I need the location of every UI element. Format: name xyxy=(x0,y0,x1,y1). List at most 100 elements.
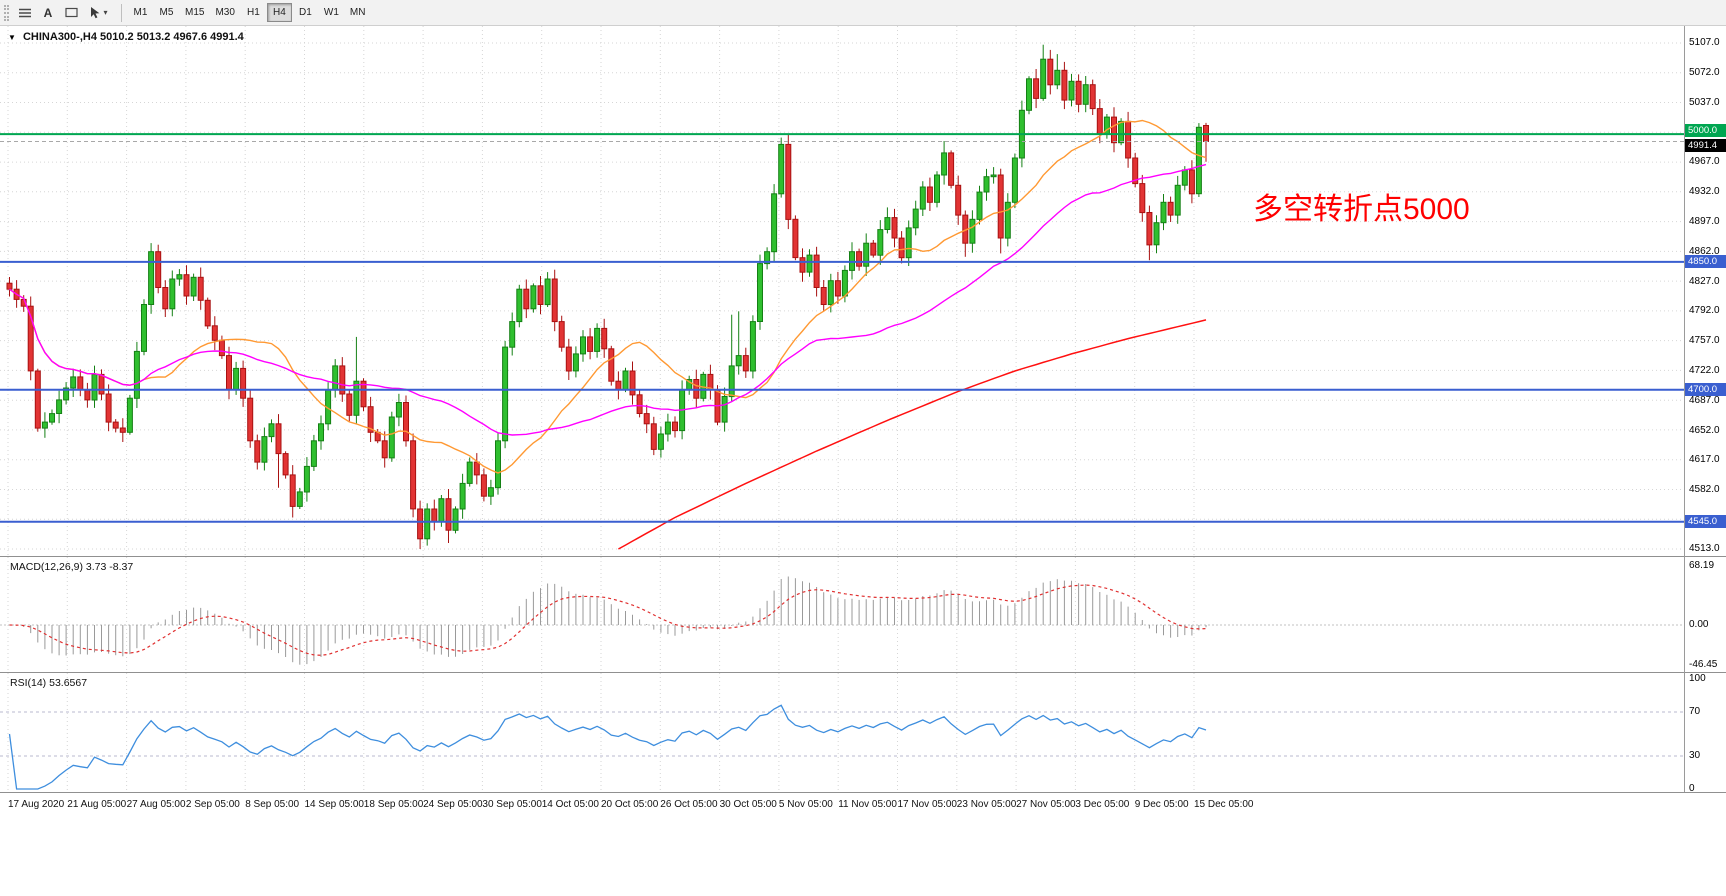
price-axis-label: 4513.0 xyxy=(1689,543,1720,554)
macd-panel[interactable] xyxy=(0,557,1684,672)
cursor-tool[interactable]: ▾ xyxy=(83,3,115,23)
cursor-icon xyxy=(91,7,100,19)
pane-separator-timeaxis xyxy=(0,792,1726,793)
time-axis-label: 17 Nov 05:00 xyxy=(897,799,958,810)
macd-title: MACD(12,26,9) 3.73 -8.37 xyxy=(10,561,133,573)
time-axis-label: 14 Sep 05:00 xyxy=(304,799,365,810)
timeframe-button-w1[interactable]: W1 xyxy=(319,3,344,22)
current-price-badge: 4991.4 xyxy=(1685,138,1726,152)
time-axis-label: 24 Sep 05:00 xyxy=(423,799,483,810)
price-axis-label: 4687.0 xyxy=(1689,394,1720,406)
price-badge-4545.0: 4545.0 xyxy=(1685,515,1726,529)
price-axis-label: 4827.0 xyxy=(1689,275,1720,287)
price-axis-label: 4652.0 xyxy=(1689,424,1720,436)
time-axis-label: 27 Nov 05:00 xyxy=(1016,799,1076,810)
ma-fast-line xyxy=(9,119,1207,474)
price-axis-label: 4932.0 xyxy=(1689,186,1720,198)
rsi-line xyxy=(8,704,1207,790)
collapse-triangle-icon[interactable]: ▼ xyxy=(8,33,16,42)
rsi-title: RSI(14) 53.6567 xyxy=(10,677,87,689)
price-axis-label: 4862.0 xyxy=(1689,245,1720,257)
rsi-panel[interactable] xyxy=(0,673,1684,792)
vertical-grid xyxy=(7,26,1195,556)
grid xyxy=(0,42,1684,550)
text-label-tool[interactable]: A xyxy=(37,3,59,23)
time-axis[interactable]: 17 Aug 2020 21 Aug 05:00 27 Aug 05:00 2 Sep… xyxy=(0,793,1684,823)
macd-values-label: 3.73 -8.37 xyxy=(85,561,134,573)
rectangle-icon xyxy=(64,7,78,18)
time-axis-label: 20 Oct 05:00 xyxy=(601,799,659,810)
timeframe-group: M1 M5 M15 M30 H1 H4 D1 W1 MN xyxy=(128,3,370,22)
timeframe-button-h4[interactable]: H4 xyxy=(266,3,292,22)
time-axis-label: 5 Nov 05:00 xyxy=(778,799,833,810)
rectangle-tool[interactable] xyxy=(60,3,82,23)
timeframe-button-h1[interactable]: H1 xyxy=(241,3,266,22)
rsi-name-label: RSI(14) xyxy=(10,677,47,689)
chart-title: ▼ CHINA300-,H4 5010.2 5013.2 4967.6 4991… xyxy=(8,31,244,43)
time-axis-label: 17 Aug 2020 xyxy=(8,799,65,810)
time-axis-label: 3 Dec 05:00 xyxy=(1075,799,1130,810)
time-axis-label: 23 Nov 05:00 xyxy=(956,799,1017,810)
rsi-axis-label: 100 xyxy=(1689,673,1706,684)
timeframe-button-m15[interactable]: M15 xyxy=(180,3,209,22)
price-axis-label: 4967.0 xyxy=(1689,156,1720,168)
macd-axis-label: 0.00 xyxy=(1689,619,1709,630)
horizontal-line-objects[interactable] xyxy=(0,133,1684,523)
price-axis-label: 4617.0 xyxy=(1689,454,1720,466)
candles xyxy=(6,44,1209,549)
toolbar-drag-handle[interactable] xyxy=(4,4,9,21)
price-axis-label: 5107.0 xyxy=(1689,37,1720,48)
price-axis-label: 5037.0 xyxy=(1689,96,1720,108)
time-axis-label: 18 Sep 05:00 xyxy=(363,799,424,810)
time-axis-label: 2 Sep 05:00 xyxy=(185,799,240,810)
time-axis-label: 30 Sep 05:00 xyxy=(482,799,542,810)
price-badge-4700.0: 4700.0 xyxy=(1685,383,1726,397)
price-axis-separator xyxy=(1684,26,1685,792)
toolbar-separator xyxy=(121,3,122,22)
macd-name-label: MACD(12,26,9) xyxy=(10,561,83,573)
candlestick-chart[interactable] xyxy=(0,26,1684,556)
price-axis-label: 4897.0 xyxy=(1689,215,1720,227)
rsi-values-label: 53.6567 xyxy=(49,677,88,689)
timeframe-button-mn[interactable]: MN xyxy=(345,3,371,22)
vertical-grid xyxy=(7,673,1195,792)
timeframe-button-m30[interactable]: M30 xyxy=(210,3,239,22)
macd-axis-label: 68.19 xyxy=(1689,559,1715,571)
list-icon xyxy=(19,8,31,17)
macd-histogram xyxy=(16,576,1207,665)
toolbar: A ▾ M1 M5 M15 M30 H1 H4 D1 W1 MN xyxy=(0,0,1726,26)
symbol-timeframe-label: CHINA300-,H4 xyxy=(22,31,97,43)
time-axis-label: 11 Nov 05:00 xyxy=(838,799,897,810)
price-axis-label: 5072.0 xyxy=(1689,66,1720,78)
price-badge-4850.0: 4850.0 xyxy=(1685,255,1726,269)
macd-signal-line xyxy=(9,584,1207,656)
dropdown-caret-icon: ▾ xyxy=(103,8,108,17)
pane-separator-rsi[interactable] xyxy=(0,672,1726,673)
pane-separator-macd[interactable] xyxy=(0,556,1726,557)
time-axis-label: 15 Dec 05:00 xyxy=(1194,799,1254,810)
rsi-axis-label: 0 xyxy=(1689,783,1695,794)
timeframe-button-m1[interactable]: M1 xyxy=(128,3,153,22)
time-axis-label: 30 Oct 05:00 xyxy=(719,799,777,810)
time-axis-label: 27 Aug 05:00 xyxy=(126,799,186,810)
time-axis-label: 21 Aug 05:00 xyxy=(67,799,127,810)
ohlc-values: 5010.2 5013.2 4967.6 4991.4 xyxy=(100,31,244,43)
macd-axis-label: -46.45 xyxy=(1689,659,1718,671)
chart-list-icon[interactable] xyxy=(14,3,36,23)
vertical-grid xyxy=(7,557,1195,672)
ma-slow-line xyxy=(618,319,1207,550)
ma-mid-line xyxy=(9,163,1207,436)
time-axis-label: 26 Oct 05:00 xyxy=(660,799,718,810)
timeframe-button-m5[interactable]: M5 xyxy=(154,3,179,22)
rsi-axis-label: 30 xyxy=(1689,750,1701,761)
rsi-axis-label: 70 xyxy=(1689,706,1701,717)
time-axis-label: 9 Dec 05:00 xyxy=(1134,799,1189,810)
price-axis-label: 4722.0 xyxy=(1689,365,1720,376)
price-axis[interactable]: 5107.0 5072.0 5037.0 4967.0 4932.0 4897.0 4862… xyxy=(1685,26,1726,794)
timeframe-button-d1[interactable]: D1 xyxy=(293,3,318,22)
price-axis-label: 4582.0 xyxy=(1689,484,1720,496)
price-axis-label: 4757.0 xyxy=(1689,335,1720,347)
time-axis-label: 8 Sep 05:00 xyxy=(245,799,300,810)
time-axis-label: 14 Oct 05:00 xyxy=(541,799,599,810)
annotation-text[interactable]: 多空转折点5000 xyxy=(1253,193,1470,226)
